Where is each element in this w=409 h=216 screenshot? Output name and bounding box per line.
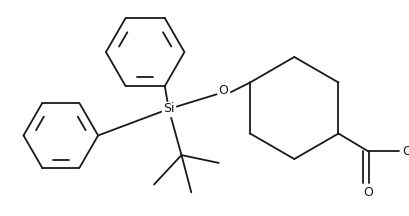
Text: O: O — [218, 84, 228, 97]
Text: Si: Si — [163, 102, 174, 116]
Text: O: O — [362, 186, 372, 199]
Text: O: O — [401, 145, 409, 158]
